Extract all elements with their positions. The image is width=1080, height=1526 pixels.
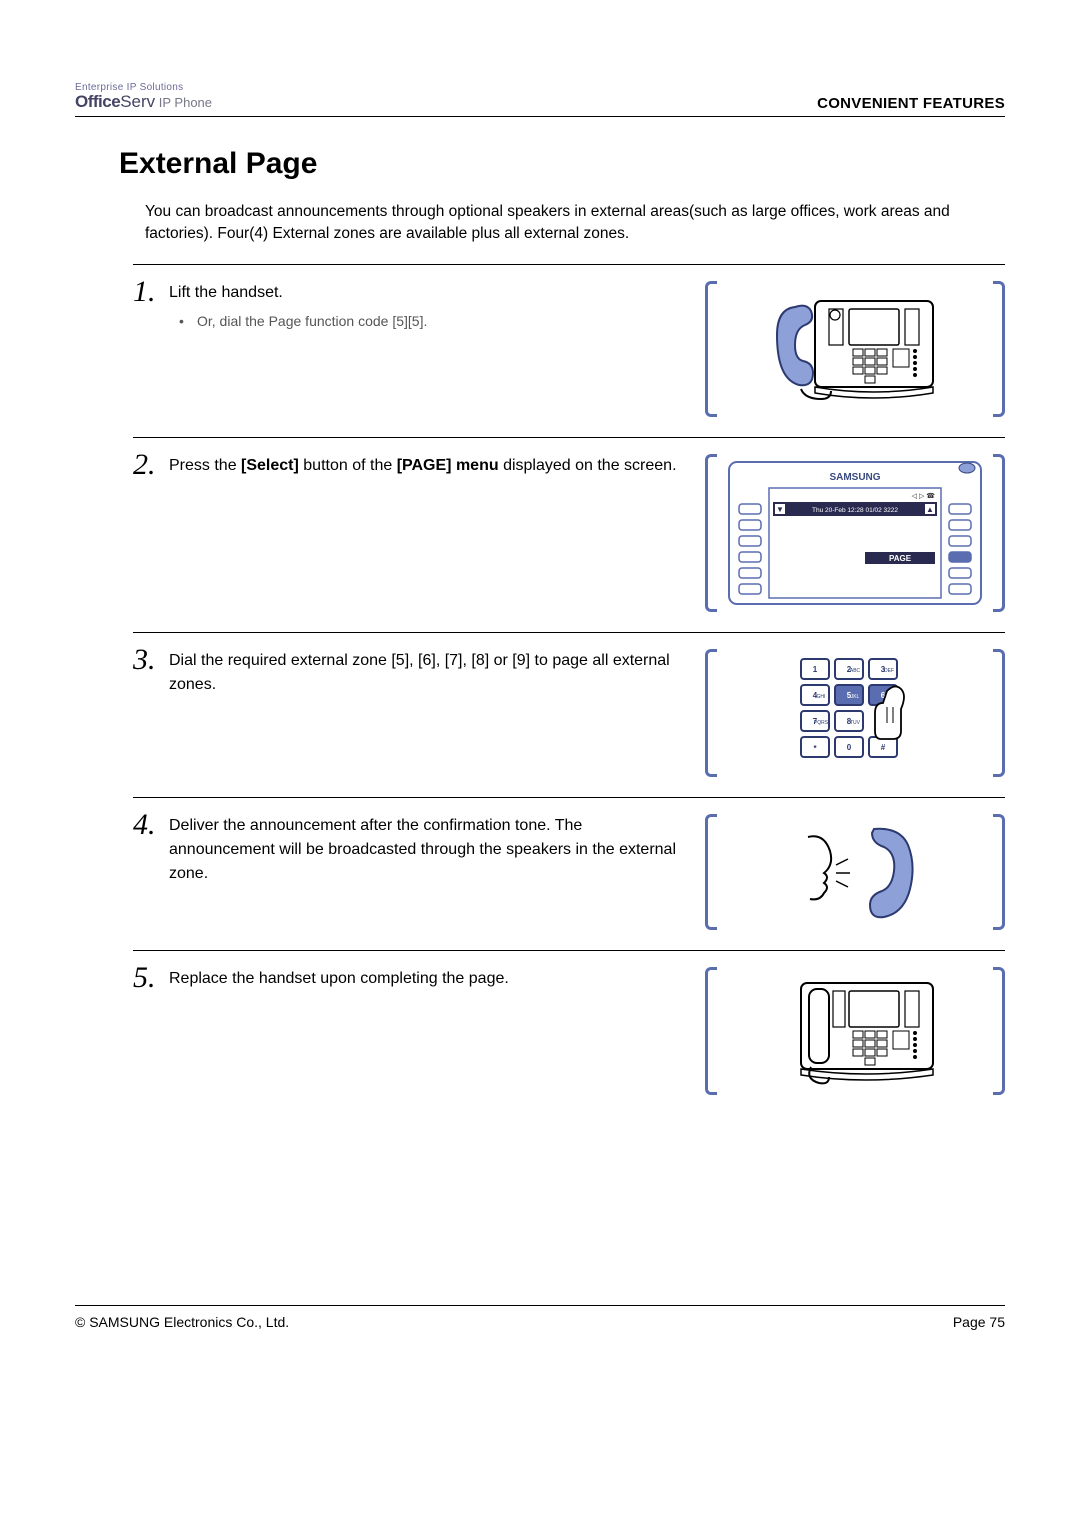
section-label: CONVENIENT FEATURES [817, 95, 1005, 112]
bracket-left-icon [705, 967, 717, 1095]
speaking-icon [780, 817, 930, 927]
svg-text:GHI: GHI [817, 694, 826, 700]
logo-light: Serv [120, 92, 155, 111]
bracket-right-icon [993, 281, 1005, 417]
step-number: 5. [133, 961, 169, 1101]
steps-container: 1. Lift the handset. Or, dial the Page f… [133, 264, 1005, 1115]
step-body: Press the [Select] button of the [PAGE] … [169, 448, 705, 618]
t: Press the [169, 457, 241, 474]
t: displayed on the screen. [499, 457, 677, 474]
step-body: Dial the required external zone [5], [6]… [169, 643, 705, 783]
svg-text:ABC: ABC [850, 668, 861, 674]
logo-bold: Office [75, 92, 120, 111]
step-3: 3. Dial the required external zone [5], … [133, 633, 1005, 797]
svg-text:1: 1 [813, 665, 818, 674]
svg-text:#: # [881, 743, 886, 752]
t: button of the [299, 457, 397, 474]
intro-text: You can broadcast announcements through … [145, 201, 1005, 246]
step-5: 5. Replace the handset upon completing t… [133, 951, 1005, 1115]
page-number: Page 75 [953, 1314, 1005, 1330]
svg-text:JKL: JKL [851, 694, 860, 700]
step-illustration [705, 808, 1005, 936]
bracket-left-icon [705, 649, 717, 777]
step-number: 1. [133, 275, 169, 423]
bracket-left-icon [705, 281, 717, 417]
step-body: Lift the handset. Or, dial the Page func… [169, 275, 705, 423]
t: [PAGE] menu [397, 457, 499, 474]
step-illustration: 1 2ABC 3DEF 4GHI 5JKL 6 7PQRS 8TUV * 0 # [705, 643, 1005, 783]
step-text: Dial the required external zone [5], [6]… [169, 652, 670, 693]
page-title: External Page [119, 147, 1005, 181]
copyright: © SAMSUNG Electronics Co., Ltd. [75, 1314, 289, 1330]
svg-text:▲: ▲ [926, 505, 934, 514]
svg-text:Thu 20-Feb 12:28 01/02 3222: Thu 20-Feb 12:28 01/02 3222 [812, 507, 898, 514]
step-text: Deliver the announcement after the confi… [169, 817, 676, 882]
step-text: Replace the handset upon completing the … [169, 970, 509, 987]
step-body: Replace the handset upon completing the … [169, 961, 705, 1101]
step-1: 1. Lift the handset. Or, dial the Page f… [133, 265, 1005, 437]
keypad-icon: 1 2ABC 3DEF 4GHI 5JKL 6 7PQRS 8TUV * 0 # [795, 653, 915, 773]
step-text: Lift the handset. [169, 284, 283, 301]
page-header: Enterprise IP Solutions OfficeServ IP Ph… [75, 82, 1005, 117]
phone-screen-icon: SAMSUNG ◁ ▷ ☎ ▼ ▲ [725, 458, 985, 608]
step-number: 2. [133, 448, 169, 618]
bracket-left-icon [705, 814, 717, 930]
step-2: 2. Press the [Select] button of the [PAG… [133, 438, 1005, 632]
svg-text:DEF: DEF [884, 668, 894, 674]
bracket-left-icon [705, 454, 717, 612]
step-body: Deliver the announcement after the confi… [169, 808, 705, 936]
phone-on-hook-icon [765, 971, 945, 1091]
logo-tail: IP Phone [155, 95, 212, 110]
svg-text:TUV: TUV [850, 720, 861, 726]
phone-off-hook-icon [765, 289, 945, 409]
svg-text:▼: ▼ [776, 505, 784, 514]
svg-text:0: 0 [847, 743, 852, 752]
svg-text:◁ ▷ ☎: ◁ ▷ ☎ [912, 492, 936, 500]
page-footer: © SAMSUNG Electronics Co., Ltd. Page 75 [75, 1305, 1005, 1330]
bracket-right-icon [993, 967, 1005, 1095]
bracket-right-icon [993, 649, 1005, 777]
step-illustration [705, 961, 1005, 1101]
logo: Enterprise IP Solutions OfficeServ IP Ph… [75, 82, 212, 112]
step-illustration [705, 275, 1005, 423]
step-sub: Or, dial the Page function code [5][5]. [197, 311, 685, 332]
step-number: 3. [133, 643, 169, 783]
t: [Select] [241, 457, 299, 474]
bracket-right-icon [993, 454, 1005, 612]
brand-label: SAMSUNG [829, 472, 880, 483]
step-number: 4. [133, 808, 169, 936]
bracket-right-icon [993, 814, 1005, 930]
step-4: 4. Deliver the announcement after the co… [133, 798, 1005, 950]
svg-text:PAGE: PAGE [889, 554, 912, 563]
step-illustration: SAMSUNG ◁ ▷ ☎ ▼ ▲ [705, 448, 1005, 618]
svg-text:PQRS: PQRS [814, 720, 829, 726]
